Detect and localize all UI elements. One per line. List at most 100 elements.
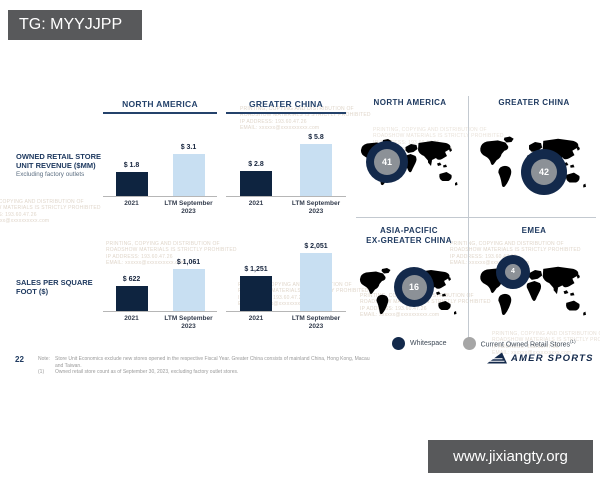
map-quadrant-title: NORTH AMERICA [373, 98, 447, 107]
bottom-url-bar: www.jixiangty.org [428, 440, 593, 473]
bar-ltm-2023 [300, 253, 332, 311]
map-container: 41 [355, 122, 465, 208]
x-tick: LTM September 2023 [164, 200, 213, 215]
bar-group: $ 1,061 [160, 259, 217, 311]
bar-group: $ 3.1 [160, 144, 217, 196]
metric-label-unit-revenue: OWNED RETAIL STORE UNIT REVENUE ($MM) Ex… [16, 152, 106, 178]
bar-value-label: $ 5.8 [308, 134, 324, 141]
x-axis-labels: 2021 LTM September 2023 [226, 315, 346, 330]
amer-sports-logo-icon [487, 352, 507, 364]
gray-circle-icon [462, 337, 476, 350]
whitespace-circle: 42 [521, 148, 567, 195]
bar-group: $ 2.8 [226, 161, 286, 196]
bar-chart-sales-per-sqft-north-america: $ 622 $ 1,061 2021 LTM September 2023 [103, 243, 217, 330]
metric-subtitle: Excluding factory outlets [16, 171, 85, 178]
x-tick: 2021 [124, 200, 139, 207]
x-axis-labels: 2021 LTM September 2023 [226, 200, 346, 215]
plot-area: $ 622 $ 1,061 [103, 243, 217, 312]
map-quadrant-asia-pacific: ASIA-PACIFIC EX-GREATER CHINA 16 [352, 226, 466, 337]
bar-value-label: $ 3.1 [180, 144, 197, 151]
bar-ltm-2023 [300, 144, 332, 196]
bar-value-label: $ 1,061 [176, 259, 201, 266]
bar-value-label: $ 2.8 [248, 161, 264, 168]
x-tick: 2021 [248, 200, 264, 207]
bar-2021 [115, 172, 148, 196]
bar-chart-unit-revenue-greater-china: $ 2.8 $ 5.8 2021 LTM September 2023 [226, 128, 346, 215]
map-quadrant-title: EMEA [521, 226, 547, 235]
x-axis-labels: 2021 LTM September 2023 [103, 315, 217, 330]
legend-item-current-stores: Current Owned Retail Stores(1) [462, 337, 576, 350]
x-tick: LTM September 2023 [291, 200, 341, 215]
note-line: Note: Store Unit Economics exclude new s… [38, 356, 378, 369]
map-quadrant-greater-china: GREATER CHINA 42 [472, 98, 596, 208]
chart-column-header-greater-china: GREATER CHINA [226, 99, 346, 114]
store-count-badge: 4 [505, 263, 521, 280]
bar-group: $ 622 [103, 276, 160, 311]
store-count-badge: 42 [531, 158, 557, 185]
x-axis-labels: 2021 LTM September 2023 [103, 200, 217, 215]
map-container: 4 [472, 250, 596, 336]
bar-group: $ 2,051 [286, 243, 346, 311]
bar-2021 [240, 276, 272, 311]
plot-area: $ 2.8 $ 5.8 [226, 128, 346, 197]
map-quadrant-title: GREATER CHINA [498, 98, 570, 107]
plot-area: $ 1.8 $ 3.1 [103, 128, 217, 197]
roadshow-watermark: PRINTING, COPYING AND DISTRIBUTION OFROA… [0, 199, 101, 225]
world-map-emea-highlight [479, 264, 586, 315]
bottom-url-text: www.jixiangty.org [453, 448, 568, 465]
whitespace-circle: 4 [496, 254, 530, 289]
bar-chart-sales-per-sqft-greater-china: $ 1,251 $ 2,051 2021 LTM September 2023 [226, 241, 346, 330]
bar-ltm-2023 [172, 269, 205, 311]
map-legend: Whitespace Current Owned Retail Stores(1… [392, 337, 576, 350]
top-tag-text: TG: MYYJJPP [19, 16, 123, 33]
bar-chart-unit-revenue-north-america: $ 1.8 $ 3.1 2021 LTM September 2023 [103, 128, 217, 215]
map-container: 16 [352, 251, 466, 337]
amer-sports-logo-text: AMER SPORTS [511, 353, 594, 364]
footnote-text: Owned retail store count as of September… [55, 369, 239, 375]
map-section-horizontal-divider [356, 217, 596, 218]
bar-value-label: $ 1,251 [244, 266, 268, 273]
footnote-marker: (1) [570, 338, 576, 344]
metric-title: SALES PER SQUARE FOOT ($) [16, 278, 93, 296]
bar-ltm-2023 [172, 154, 205, 196]
bar-2021 [115, 286, 148, 311]
note-text: Store Unit Economics exclude new stores … [55, 356, 370, 369]
map-quadrant-emea: EMEA 4 [472, 226, 596, 336]
whitespace-circle: 41 [366, 140, 408, 183]
amer-sports-logo: AMER SPORTS [487, 352, 594, 365]
map-quadrant-title: ASIA-PACIFIC EX-GREATER CHINA [366, 226, 452, 245]
chart-column-header-north-america: NORTH AMERICA [103, 99, 217, 114]
x-tick: 2021 [248, 315, 264, 322]
store-count-badge: 16 [401, 274, 427, 300]
navy-circle-icon [392, 337, 405, 350]
metric-label-sales-per-sqft: SALES PER SQUARE FOOT ($) [16, 278, 106, 296]
bar-group: $ 1.8 [103, 162, 160, 196]
x-tick: LTM September 2023 [291, 315, 341, 330]
top-tag-bar: TG: MYYJJPP [8, 10, 142, 40]
bar-2021 [240, 171, 272, 196]
legend-label: Whitespace [410, 340, 447, 347]
map-section-vertical-divider [468, 96, 469, 342]
store-count-badge: 41 [374, 148, 400, 175]
bar-group: $ 1,251 [226, 266, 286, 311]
legend-label: Current Owned Retail Stores(1) [480, 338, 576, 349]
legend-item-whitespace: Whitespace [392, 337, 447, 350]
x-tick: 2021 [124, 315, 139, 322]
bar-group: $ 5.8 [286, 134, 346, 196]
note-prefix: Note: [38, 356, 50, 362]
metric-title: OWNED RETAIL STORE UNIT REVENUE ($MM) [16, 152, 102, 170]
plot-area: $ 1,251 $ 2,051 [226, 241, 346, 312]
map-quadrant-north-america: NORTH AMERICA 41 [355, 98, 465, 208]
map-container: 42 [472, 122, 596, 208]
bar-value-label: $ 622 [122, 276, 141, 283]
bar-value-label: $ 2,051 [304, 243, 328, 250]
whitespace-circle: 16 [394, 267, 434, 307]
bar-value-label: $ 1.8 [123, 162, 140, 169]
footnotes: Note: Store Unit Economics exclude new s… [38, 356, 378, 376]
footnote-prefix: (1) [38, 369, 45, 375]
page-number: 22 [15, 355, 24, 364]
